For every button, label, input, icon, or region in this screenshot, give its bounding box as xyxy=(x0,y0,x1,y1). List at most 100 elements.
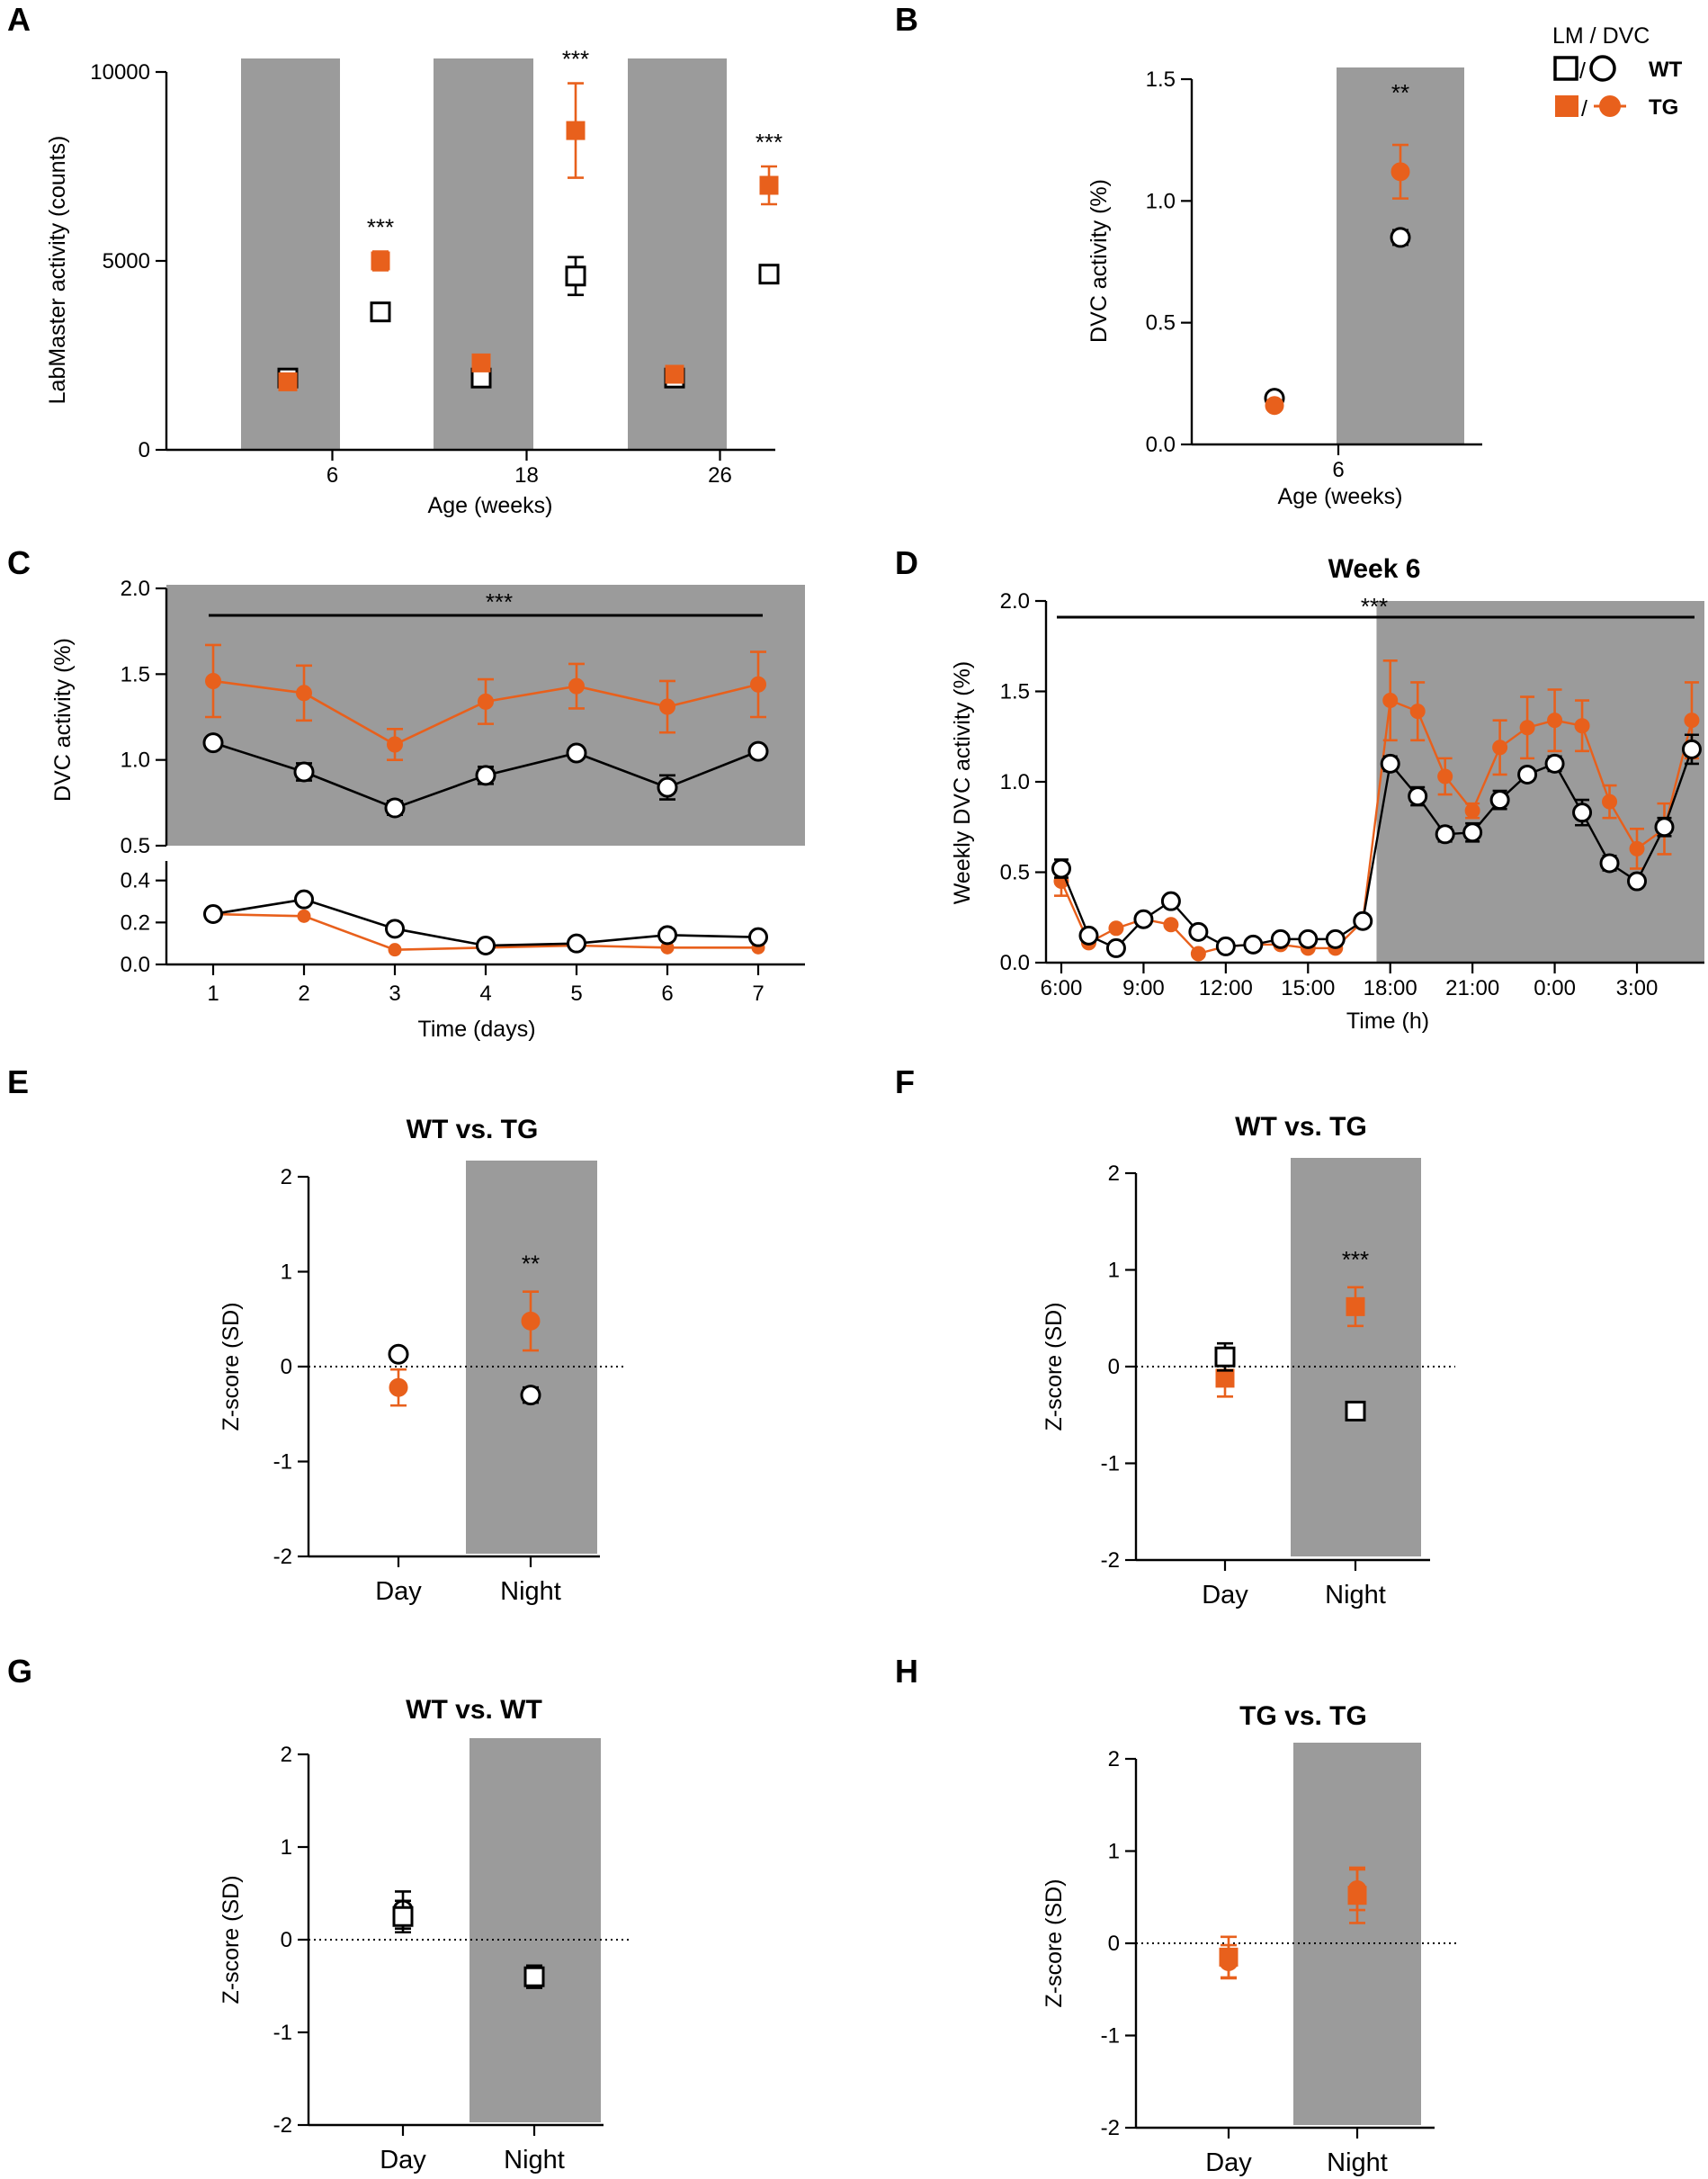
e-significance: ** xyxy=(522,1251,540,1278)
e-x-tick-label: Day xyxy=(375,1577,422,1606)
d-point-TG xyxy=(1519,720,1535,736)
legend-header: LM / DVC xyxy=(1552,23,1650,49)
g-point-WT (LM)-Night xyxy=(523,1966,545,1987)
a-point-TG-night-18 xyxy=(566,121,586,140)
c-day-point-WT xyxy=(748,927,768,947)
b-point-TG-day xyxy=(1265,396,1284,416)
d-y-tick-label: 0.5 xyxy=(1000,861,1030,885)
h-y-tick-label: 1 xyxy=(1108,1840,1120,1864)
f-y-tick-label: -1 xyxy=(1101,1452,1120,1476)
b-point-TG-night xyxy=(1391,162,1410,182)
d-point-WT xyxy=(1627,871,1647,892)
e-point-WT-Day xyxy=(388,1343,409,1365)
e-point-WT-Night xyxy=(520,1385,541,1406)
a-point-WT-night-6 xyxy=(370,301,391,323)
d-point-WT xyxy=(1133,909,1154,929)
h-y-tick-label: -1 xyxy=(1101,2024,1120,2049)
c-x-tick-label: 2 xyxy=(298,982,309,1006)
c-night-point-TG xyxy=(296,685,312,702)
f-y-tick-label: 0 xyxy=(1108,1355,1120,1379)
d-point-WT xyxy=(1599,853,1620,874)
g-y-tick-label: -1 xyxy=(273,2021,292,2045)
b-y-tick-label: 0.5 xyxy=(1146,311,1176,336)
d-x-tick-label: 18:00 xyxy=(1364,976,1417,1000)
g-y-tick-label: 1 xyxy=(281,1835,292,1860)
h-point-TG (LM)-Day xyxy=(1219,1947,1239,1967)
a-significance: *** xyxy=(562,46,589,73)
c-day-point-TG xyxy=(388,943,402,957)
a-y-tick-label: 5000 xyxy=(103,249,150,273)
d-x-tick-label: 3:00 xyxy=(1616,976,1659,1000)
d-significance: *** xyxy=(1361,593,1388,620)
e-night-shade xyxy=(466,1161,597,1554)
panel-letter-c: C xyxy=(7,544,31,581)
d-point-WT xyxy=(1654,817,1675,838)
d-x-tick-label: 6:00 xyxy=(1041,976,1083,1000)
a-point-TG-night-6 xyxy=(371,251,390,271)
b-y-tick-label: 0.0 xyxy=(1146,433,1176,457)
c-night-point-TG xyxy=(750,676,766,693)
b-x-tick-label: 6 xyxy=(1332,458,1344,482)
b-y-title: DVC activity (%) xyxy=(1087,179,1112,343)
panel-letter-f: F xyxy=(895,1063,915,1100)
c-significance: *** xyxy=(486,588,513,615)
d-point-TG xyxy=(1190,946,1206,962)
b-x-title: Age (weeks) xyxy=(1278,484,1403,509)
c-upper-y-tick-label: 0.5 xyxy=(121,834,150,858)
c-day-point-WT xyxy=(294,889,314,910)
a-x-tick-label: 26 xyxy=(708,463,732,488)
night-shade-18 xyxy=(434,58,533,450)
d-x-tick-label: 9:00 xyxy=(1122,976,1165,1000)
a-point-TG-night-26 xyxy=(759,175,779,195)
e-title: WT vs. TG xyxy=(407,1115,539,1144)
a-point-TG-day-18 xyxy=(471,353,491,372)
d-title: Week 6 xyxy=(1328,554,1421,584)
d-point-WT xyxy=(1380,753,1400,774)
c-night-point-WT xyxy=(475,765,496,786)
g-x-tick-label: Day xyxy=(380,2146,426,2175)
g-x-tick-label: Night xyxy=(504,2146,565,2175)
a-point-WT-night-26 xyxy=(758,264,780,285)
f-y-tick-label: 1 xyxy=(1108,1259,1120,1283)
g-night-shade xyxy=(469,1738,601,2122)
c-night-point-WT xyxy=(657,776,678,798)
legend-slash: / xyxy=(1581,96,1587,121)
d-y-tick-label: 0.0 xyxy=(1000,951,1030,975)
d-point-WT xyxy=(1078,925,1099,946)
c-day-point-WT xyxy=(657,925,677,946)
f-y-tick-label: 2 xyxy=(1108,1161,1120,1186)
f-point-TG-Day xyxy=(1215,1368,1235,1388)
e-y-tick-label: 2 xyxy=(281,1165,292,1189)
a-y-tick-label: 10000 xyxy=(90,60,150,85)
d-point-WT xyxy=(1051,858,1071,879)
a-x-tick-label: 6 xyxy=(326,463,338,488)
e-x-tick-label: Night xyxy=(500,1577,561,1606)
a-x-tick-label: 18 xyxy=(514,463,539,488)
d-point-WT xyxy=(1489,790,1510,811)
f-x-tick-label: Night xyxy=(1325,1581,1386,1610)
d-y-tick-label: 1.0 xyxy=(1000,770,1030,794)
panel-e: E WT vs. TG -2 -1 0 1 2 Day Night Z-score (SD) ** xyxy=(7,1063,625,1606)
d-point-TG xyxy=(1547,713,1563,729)
g-point-WT (LM)-Day xyxy=(392,1906,414,1927)
panel-g: G WT vs. WT -2 -1 0 1 2 Day Night Z-score (SD) xyxy=(7,1653,629,2175)
c-upper-y-tick-label: 1.0 xyxy=(121,749,150,773)
g-y-title: Z-score (SD) xyxy=(219,1875,244,2004)
d-point-WT xyxy=(1160,891,1181,911)
b-y-tick-label: 1.5 xyxy=(1146,67,1176,92)
legend-tg-square-icon xyxy=(1555,95,1578,117)
d-x-title: Time (h) xyxy=(1346,1009,1429,1034)
c-x-tick-label: 7 xyxy=(752,982,764,1006)
d-point-WT xyxy=(1243,934,1264,955)
f-point-WT-Night xyxy=(1345,1400,1366,1421)
c-upper-y-tick-label: 1.5 xyxy=(121,662,150,686)
a-point-WT-night-18 xyxy=(565,265,586,287)
legend-wt-label: WT xyxy=(1649,58,1683,82)
d-point-TG xyxy=(1437,768,1453,785)
d-y-tick-label: 1.5 xyxy=(1000,680,1030,704)
h-x-tick-label: Night xyxy=(1327,2148,1388,2177)
d-point-WT xyxy=(1544,753,1565,774)
f-x-tick-label: Day xyxy=(1202,1581,1248,1610)
